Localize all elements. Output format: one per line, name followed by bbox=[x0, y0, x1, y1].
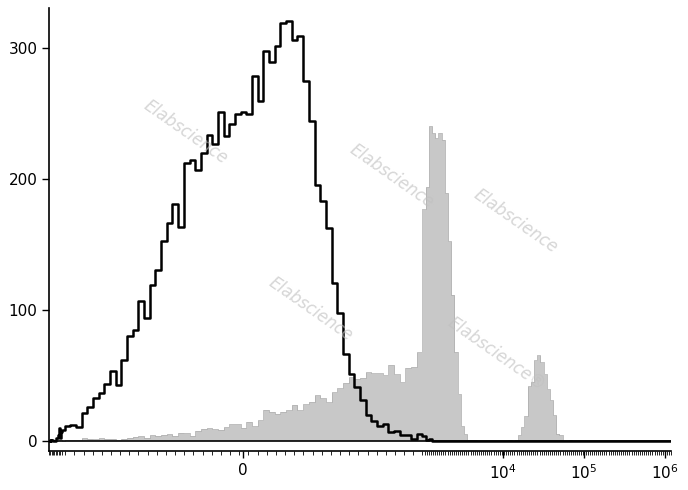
Text: Elabscience: Elabscience bbox=[346, 141, 437, 212]
Text: Elabscience: Elabscience bbox=[265, 274, 356, 345]
Text: Elabscience®: Elabscience® bbox=[445, 314, 549, 394]
Text: Elabscience: Elabscience bbox=[140, 97, 231, 168]
Text: Elabscience: Elabscience bbox=[471, 185, 561, 256]
